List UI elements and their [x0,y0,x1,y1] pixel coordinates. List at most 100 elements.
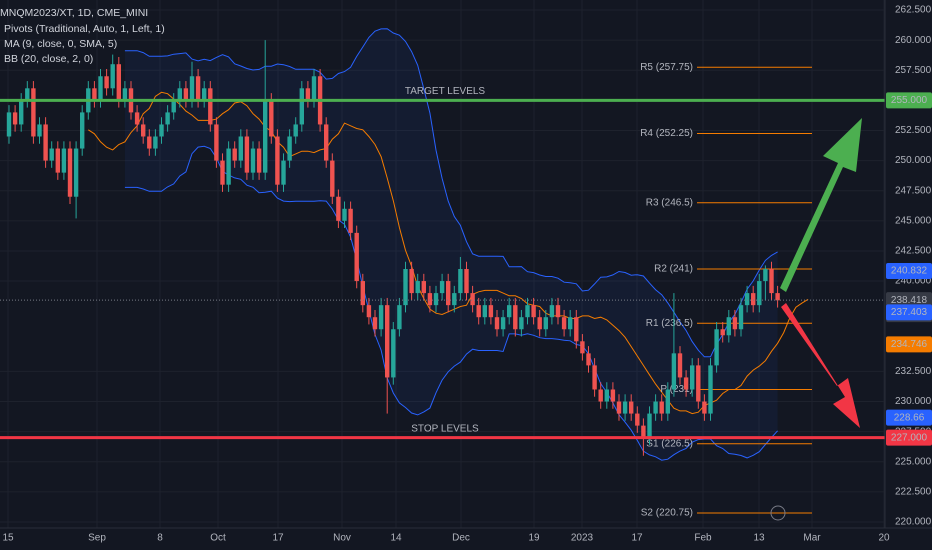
candle-body [195,76,201,101]
x-tick-label: Nov [333,533,351,544]
candle-body [110,64,115,89]
x-tick-label: 17 [272,533,284,544]
pivot-label: P (231) [660,384,693,395]
axis-price-label: 238.418 [891,295,928,306]
candle-body [629,401,634,414]
candle-body [574,317,579,342]
candle-body [171,100,176,113]
candle-body [299,88,304,125]
candle-body [604,389,609,402]
candle-body [293,124,298,137]
axis-price-label: 255.000 [891,95,928,106]
candle-body [354,232,359,282]
candle-body [263,100,268,173]
pivot-label: R4 (252.25) [640,128,693,139]
x-tick-label: 14 [390,533,402,544]
candle-body [147,136,152,149]
candle-body [677,353,683,378]
candle-body [342,208,347,221]
candle-body [525,305,530,318]
candle-body [372,317,378,330]
x-tick-label: 20 [878,533,890,544]
candle-body [165,112,170,125]
event-icon[interactable] [770,505,786,521]
candle-body [433,293,439,306]
candle-body [568,317,573,330]
candle-body [134,112,140,125]
candle-body [281,160,286,185]
candle-body [610,389,616,402]
candle-body [555,305,561,318]
x-tick-label: Dec [452,533,470,544]
pivot-label: R3 (246.5) [646,197,693,208]
candle-body [470,293,475,306]
candle-body [665,389,670,414]
candle-body [714,329,719,366]
candle-body [12,112,18,125]
candle-body [159,124,164,137]
candle-body [189,76,195,101]
pivot-label: R5 (257.75) [640,62,693,73]
candle-body [757,281,762,306]
candle-body [726,317,731,336]
candle-body [775,293,780,301]
candle-body [531,305,536,318]
y-tick-label: 230.000 [895,396,932,407]
candle-body [208,88,213,125]
axis-price-box [886,304,932,321]
candle-body [226,148,231,185]
candle-body [482,305,487,318]
x-tick-label: 17 [631,533,643,544]
candle-body [49,148,54,161]
candle-body [598,389,603,402]
pivot-label: S2 (220.75) [641,508,693,519]
candle-body [336,196,341,221]
candle-body [43,124,48,161]
candle-body [641,425,646,438]
pivot-label: S1 (226.5) [646,438,693,449]
candle-body [391,329,396,378]
legend-pivots: Pivots (Traditional, Auto, 1, Left, 1) [4,23,165,35]
candle-body [696,365,701,402]
axis-price-label: 234.746 [891,339,928,350]
candle-body [19,100,24,125]
candle-body [751,293,756,306]
candle-body [507,305,512,318]
candle-body [500,317,506,330]
x-tick-label: 13 [753,533,765,544]
candle-body [55,148,60,173]
legend-symbol: MNQM2023/XT, 1D, CME_MINI [0,7,148,19]
candle-body [153,136,158,149]
candle-body [586,353,591,366]
candle-body [202,88,207,101]
candle-body [287,136,292,161]
y-tick-label: 225.000 [895,456,932,467]
candle-body [683,377,689,390]
candle-body [720,329,725,336]
candle-body [561,317,567,330]
candle-body [519,317,524,330]
candle-body [635,413,640,426]
axis-price-box [886,429,932,446]
y-tick-label: 220.000 [895,517,932,528]
level-label: TARGET LEVELS [405,86,486,97]
candle-body [141,124,146,137]
candle-body [378,305,384,330]
candle-body [232,148,237,161]
y-tick-label: 262.500 [895,5,932,16]
candle-body [653,401,658,414]
x-tick-label: Sep [88,533,106,544]
candle-body [37,124,42,137]
candle-body [543,317,548,330]
candle-body [446,281,451,306]
candle-body [311,76,317,101]
candle-body [360,281,365,306]
axis-price-box [886,263,932,280]
y-tick-label: 232.500 [895,366,932,377]
candle-body [647,413,652,438]
candle-body [702,401,707,414]
candle-body [580,341,585,354]
candle-body [73,148,79,197]
candle-body [92,88,97,101]
y-tick-label: 250.000 [895,155,932,166]
